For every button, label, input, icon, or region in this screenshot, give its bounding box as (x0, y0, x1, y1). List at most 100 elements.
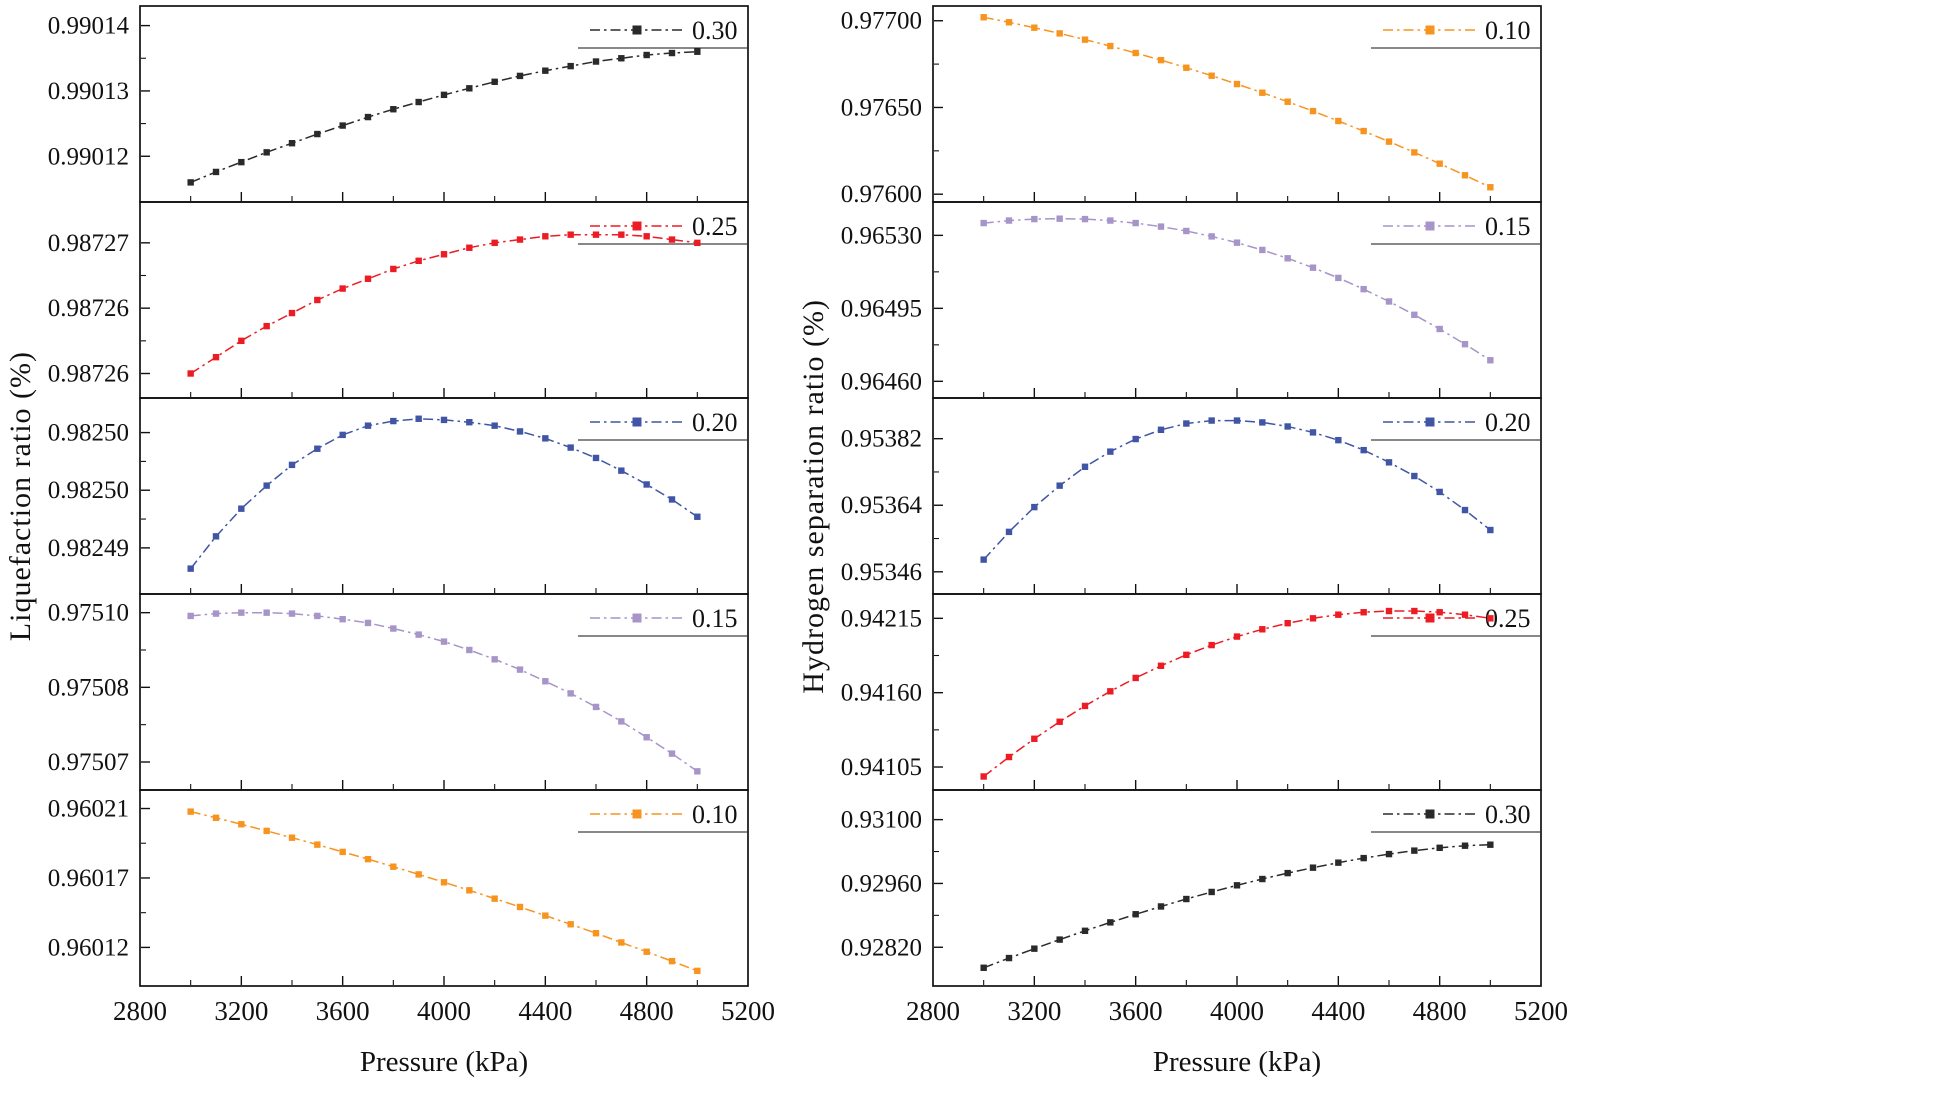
marker (466, 85, 473, 92)
marker (1335, 117, 1342, 125)
marker (491, 656, 498, 663)
y-tick-label: 0.97700 (841, 8, 922, 35)
marker (212, 353, 220, 361)
x-tick-label: 4800 (1413, 996, 1467, 1026)
y-tick-label: 0.92820 (841, 934, 922, 961)
marker (980, 964, 987, 971)
marker (1411, 311, 1418, 319)
marker (668, 750, 676, 757)
marker (694, 239, 701, 247)
y-tick-label: 0.97510 (48, 600, 129, 627)
marker (567, 231, 574, 238)
series-line (983, 843, 1491, 969)
marker (263, 609, 270, 616)
marker (263, 322, 270, 330)
x-tick-label: 3600 (1109, 996, 1163, 1026)
series-markers (980, 215, 1494, 364)
legend-marker (632, 613, 642, 623)
marker (1360, 285, 1367, 293)
series-markers (980, 841, 1494, 971)
marker (618, 939, 625, 946)
marker (491, 895, 498, 902)
marker (592, 930, 600, 937)
marker (466, 646, 473, 654)
marker (618, 55, 625, 62)
marker (440, 416, 448, 424)
series-line (983, 16, 1491, 188)
marker (1107, 42, 1114, 50)
marker (516, 903, 524, 911)
x-tick-label: 4400 (518, 996, 572, 1026)
marker (1157, 426, 1165, 434)
marker (1233, 417, 1241, 424)
marker (491, 78, 498, 85)
marker (1309, 264, 1317, 271)
marker (1005, 954, 1013, 962)
y-tick-label: 0.96530 (841, 222, 922, 249)
marker (1259, 89, 1266, 96)
marker (364, 422, 372, 429)
marker (1284, 423, 1291, 430)
marker (339, 122, 346, 129)
marker (1208, 417, 1215, 424)
marker (592, 454, 600, 462)
marker (592, 703, 600, 711)
marker (390, 625, 397, 632)
x-tick-label: 3200 (214, 996, 268, 1026)
marker (1132, 219, 1139, 227)
marker (567, 690, 574, 697)
legend-label: 0.30 (692, 16, 738, 45)
marker (314, 296, 321, 304)
y-tick-label: 0.94160 (841, 680, 922, 707)
x-tick-label: 4000 (417, 996, 471, 1026)
marker (542, 233, 549, 240)
marker (415, 415, 422, 422)
marker (1411, 149, 1418, 156)
y-tick-label: 0.96460 (841, 368, 922, 395)
marker (364, 855, 372, 863)
marker (542, 67, 549, 74)
marker (1309, 615, 1317, 622)
panel-frame (932, 201, 1542, 399)
marker (1132, 674, 1139, 682)
y-tick-label: 0.97508 (48, 674, 129, 701)
marker (516, 666, 524, 673)
marker (314, 841, 321, 848)
marker (1385, 607, 1393, 615)
y-tick-label: 0.94105 (841, 754, 922, 781)
panel-frame (139, 201, 749, 399)
marker (1005, 528, 1013, 536)
panel-frame (139, 397, 749, 595)
marker (1005, 753, 1013, 761)
marker (212, 814, 220, 821)
marker (1183, 895, 1190, 903)
marker (1411, 607, 1418, 615)
marker (1259, 246, 1266, 254)
series-markers (980, 14, 1494, 191)
series-markers (187, 415, 701, 572)
marker (1436, 160, 1443, 167)
marker (187, 370, 194, 377)
marker (1183, 227, 1190, 235)
legend-marker (1425, 417, 1435, 427)
x-axis-label-right: Pressure (kPa) (1152, 1046, 1322, 1078)
y-tick-label: 0.98726 (48, 361, 129, 388)
series-line (190, 810, 698, 972)
marker (466, 419, 473, 426)
legend-label: 0.15 (1485, 212, 1531, 241)
marker (1031, 24, 1038, 31)
marker (542, 912, 549, 919)
y-tick-label: 0.96017 (48, 865, 129, 892)
marker (1157, 56, 1165, 64)
marker (314, 612, 321, 620)
marker (440, 251, 448, 258)
marker (1461, 341, 1469, 348)
marker (263, 149, 270, 156)
series-markers (187, 48, 701, 186)
marker (1056, 482, 1063, 489)
marker (567, 444, 574, 451)
legend-marker (632, 809, 642, 819)
y-tick-label: 0.98727 (48, 230, 129, 257)
hydrogen-separation-plot: 0.97600 0.97650 0.97700 0.10 0.96460 0.96495 0… (841, 5, 1568, 1026)
y-axis-label-hydrogen: Hydrogen separation ratio (%) (797, 6, 831, 986)
